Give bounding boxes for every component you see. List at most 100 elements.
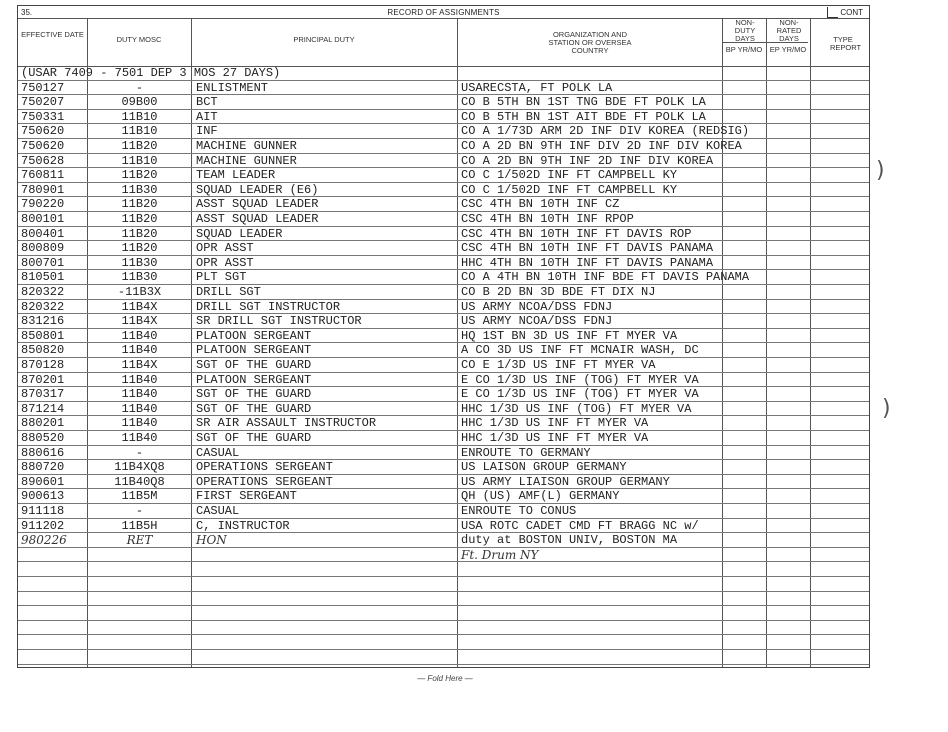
duty-mosc: 11B10 — [121, 109, 158, 124]
table-row — [18, 562, 869, 577]
header-non-rated-days: NON-RATED DAYS — [776, 18, 802, 43]
table-row: 880720 11B4XQ8 OPERATIONS SERGEANT US LAISO… — [18, 460, 869, 475]
table-row: 750620 11B20 MACHINE GUNNER CO A 2D BN 9TH … — [18, 139, 869, 154]
principal-duty: MACHINE GUNNER — [196, 153, 297, 168]
organization: USA ROTC CADET CMD FT BRAGG NC w/ — [461, 518, 699, 533]
effective-date: 880616 — [21, 445, 65, 460]
effective-date: 750331 — [21, 109, 65, 124]
duty-mosc: 11B20 — [121, 241, 158, 256]
duty-mosc: 11B5M — [121, 489, 158, 504]
principal-duty: FIRST SERGEANT — [196, 489, 297, 504]
checkbox-box[interactable] — [827, 7, 839, 18]
principal-duty: OPR ASST — [196, 241, 254, 256]
organization: CSC 4TH BN 10TH INF FT DAVIS ROP — [461, 226, 692, 241]
organization: CSC 4TH BN 10TH INF FT DAVIS PANAMA — [461, 241, 714, 256]
form-title: RECORD OF ASSIGNMENTS — [387, 8, 500, 17]
duty-mosc: 11B40 — [121, 416, 158, 431]
principal-duty: SGT OF THE GUARD — [196, 401, 312, 416]
organization: QH (US) AMF(L) GERMANY — [461, 489, 620, 504]
table-row: 870201 11B40 PLATOON SERGEANT E CO 1/3D US … — [18, 373, 869, 388]
cont-label: CONT — [840, 8, 863, 17]
duty-mosc: 11B40 — [121, 372, 158, 387]
duty-mosc: 11B40 — [121, 401, 158, 416]
duty-mosc: 11B4X — [121, 358, 158, 372]
organization: CO C 1/502D INF FT CAMPBELL KY — [461, 182, 678, 197]
principal-duty: SGT OF THE GUARD — [196, 358, 312, 372]
principal-duty: PLATOON SERGEANT — [196, 328, 312, 343]
effective-date: 750628 — [21, 153, 65, 168]
duty-mosc: 11B30 — [121, 270, 158, 285]
table-row: 800101 11B20 ASST SQUAD LEADER CSC 4TH BN 1… — [18, 212, 869, 227]
duty-mosc: 11B20 — [121, 212, 158, 226]
principal-duty: CASUAL — [196, 504, 240, 518]
table-row: 800701 11B30 OPR ASST HHC 4TH BN 10TH INF F… — [18, 256, 869, 271]
handwritten-duty: HON — [196, 533, 227, 548]
organization: CO B 2D BN 3D BDE FT DIX NJ — [461, 285, 656, 299]
header-principal-duty: PRINCIPAL DUTY — [293, 35, 355, 44]
organization: CO A 1/73D ARM 2D INF DIV KOREA (REDSIG) — [461, 124, 750, 139]
principal-duty: PLATOON SERGEANT — [196, 372, 312, 387]
effective-date: 870128 — [21, 358, 65, 372]
organization: HHC 1/3D US INF FT MYER VA — [461, 416, 649, 431]
table-row: 980226 RET HON duty at BOSTON UNIV, BOSTON … — [18, 533, 869, 548]
principal-duty: ENLISTMENT — [196, 80, 269, 95]
organization: US ARMY LIAISON GROUP GERMANY — [461, 474, 670, 489]
duty-mosc: - — [135, 80, 144, 95]
effective-date: 850801 — [21, 328, 65, 343]
principal-duty: AIT — [196, 109, 218, 124]
record-of-assignments-form: 35. RECORD OF ASSIGNMENTS CONT EFFECTIVE… — [17, 5, 870, 668]
principal-duty: MACHINE GUNNER — [196, 139, 297, 153]
duty-mosc: 11B4X — [121, 299, 158, 314]
principal-duty: SQUAD LEADER — [196, 226, 283, 241]
organization: CO E 1/3D US INF FT MYER VA — [461, 358, 656, 372]
organization: US ARMY NCOA/DSS FDNJ — [461, 299, 613, 314]
table-row: 750207 09B00 BCT CO B 5TH BN 1ST TNG BDE FT… — [18, 95, 869, 110]
principal-duty: SGT OF THE GUARD — [196, 431, 312, 445]
organization: HHC 1/3D US INF FT MYER VA — [461, 431, 649, 445]
effective-date: 750127 — [21, 80, 65, 95]
table-row: 871214 11B40 SGT OF THE GUARD HHC 1/3D US I… — [18, 402, 869, 417]
cont-checkbox[interactable]: CONT — [827, 7, 863, 18]
effective-date: 911118 — [21, 504, 65, 518]
organization: CO B 5TH BN 1ST AIT BDE FT POLK LA — [461, 109, 706, 124]
header-ep: EP YR/MO — [769, 45, 807, 54]
principal-duty: SR AIR ASSAULT INSTRUCTOR — [196, 416, 377, 431]
header-organization: ORGANIZATION AND STATION OR OVERSEA COUN… — [548, 30, 632, 55]
table-row: 890601 11B40Q8 OPERATIONS SERGEANT US ARMY … — [18, 475, 869, 490]
divider — [722, 42, 808, 43]
prior-service-note: (USAR 7409 - 7501 DEP 3 MOS 27 DAYS) — [21, 66, 281, 80]
organization: US ARMY NCOA/DSS FDNJ — [461, 314, 613, 329]
effective-date: 870317 — [21, 387, 65, 402]
table-row: 750628 11B10 MACHINE GUNNER CO A 2D BN 9TH … — [18, 154, 869, 169]
principal-duty: DRILL SGT — [196, 285, 261, 299]
section-number: 35. — [21, 8, 33, 17]
organization: CSC 4TH BN 10TH INF RPOP — [461, 212, 634, 226]
organization: ENROUTE TO GERMANY — [461, 445, 591, 460]
principal-duty: INF — [196, 124, 218, 139]
table-row: 831216 11B4X SR DRILL SGT INSTRUCTOR US ARM… — [18, 314, 869, 329]
table-row: 800809 11B20 OPR ASST CSC 4TH BN 10TH INF F… — [18, 241, 869, 256]
effective-date: 890601 — [21, 474, 65, 489]
table-row — [18, 650, 869, 665]
duty-mosc: 11B5H — [121, 518, 158, 533]
principal-duty: ASST SQUAD LEADER — [196, 197, 319, 212]
organization: CO A 4TH BN 10TH INF BDE FT DAVIS PANAMA — [461, 270, 750, 285]
duty-mosc: 11B4X — [121, 314, 158, 329]
organization: E CO 1/3D US INF (TOG) FT MYER VA — [461, 387, 699, 402]
duty-mosc: 11B20 — [121, 226, 158, 241]
effective-date: 871214 — [21, 401, 65, 416]
effective-date: 880520 — [21, 431, 65, 445]
duty-mosc: 11B40 — [121, 431, 158, 445]
table-row: 911118 - CASUAL ENROUTE TO CONUS — [18, 504, 869, 519]
organization: ENROUTE TO CONUS — [461, 504, 577, 518]
organization: USARECSTA, FT POLK LA — [461, 80, 613, 95]
principal-duty: SGT OF THE GUARD — [196, 387, 312, 402]
table-row: 850801 11B40 PLATOON SERGEANT HQ 1ST BN 3D … — [18, 329, 869, 344]
table-row: 820322 -11B3X DRILL SGT CO B 2D BN 3D BDE F… — [18, 285, 869, 300]
effective-date: 810501 — [21, 270, 65, 285]
table-row — [18, 577, 869, 592]
organization: CSC 4TH BN 10TH INF CZ — [461, 197, 620, 212]
duty-mosc: 11B4XQ8 — [114, 460, 165, 475]
principal-duty: OPR ASST — [196, 255, 254, 270]
table-row: 870317 11B40 SGT OF THE GUARD E CO 1/3D US … — [18, 387, 869, 402]
